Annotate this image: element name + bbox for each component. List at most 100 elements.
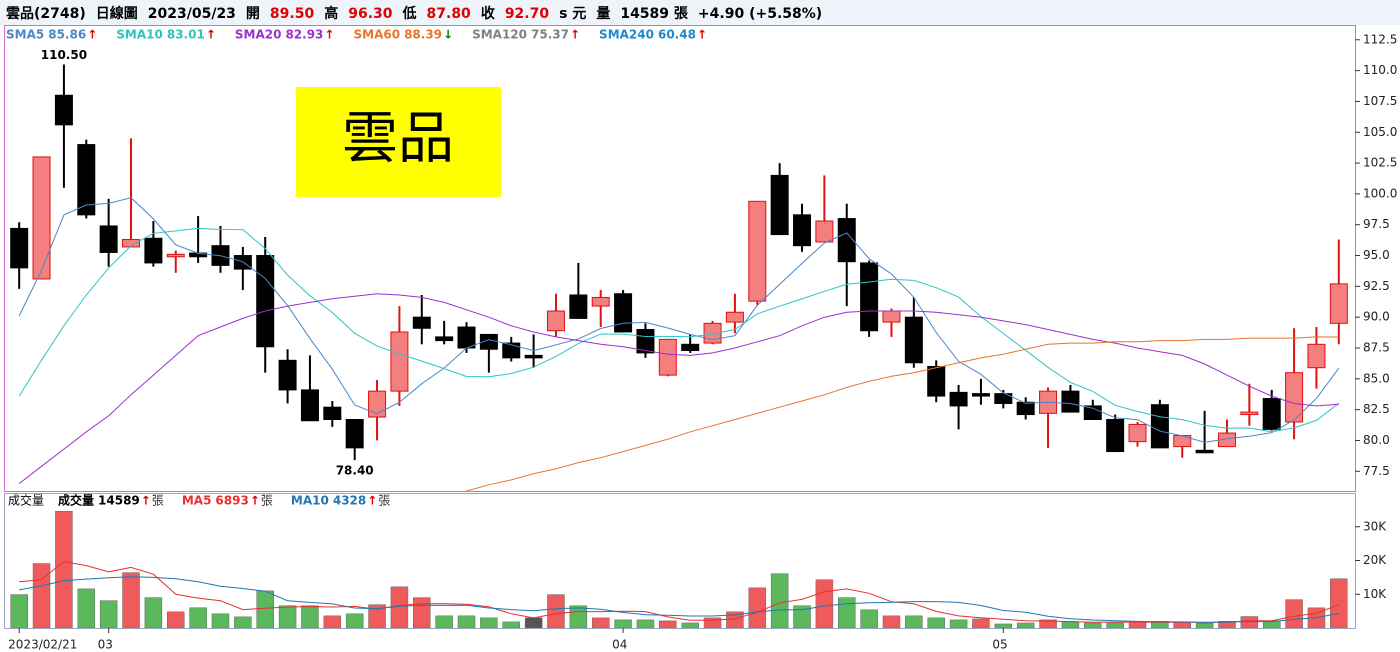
- volume-bar: [1128, 622, 1147, 628]
- candle-body: [502, 342, 521, 359]
- candle-body: [300, 389, 319, 422]
- volume-bar: [994, 623, 1013, 628]
- y-tick-label: 95.0: [1363, 248, 1390, 262]
- candle-body: [614, 293, 633, 333]
- x-tick-label: 05: [992, 638, 1007, 652]
- candle-body: [368, 390, 387, 418]
- volume-bar: [1330, 578, 1348, 628]
- candle-body: [10, 227, 29, 269]
- candle-body: [860, 262, 879, 332]
- volume-bar: [524, 617, 543, 628]
- candle-body: [569, 294, 588, 319]
- volume-bar: [502, 621, 520, 628]
- legend-arrow: ↑: [570, 28, 580, 42]
- volume-y-tick-label: 20K: [1363, 553, 1387, 567]
- header-item: s 元: [559, 6, 586, 22]
- volume-bar: [413, 597, 431, 628]
- header-item: 雲品(2748): [6, 5, 86, 22]
- candle-body: [32, 156, 51, 280]
- candle-body: [658, 338, 677, 376]
- volume-bar: [55, 510, 73, 628]
- candle-body: [122, 239, 141, 248]
- candle-body: [636, 329, 655, 354]
- candle-body: [390, 331, 409, 392]
- volume-bar: [390, 586, 409, 628]
- candle-body: [1195, 449, 1214, 454]
- high-label: 110.50: [41, 48, 87, 62]
- candle-body: [681, 343, 700, 351]
- candle-body: [1329, 283, 1348, 324]
- volume-bar: [189, 607, 207, 628]
- legend-value: 14589: [98, 494, 140, 508]
- volume-bar: [167, 611, 185, 628]
- header-item: 96.30: [348, 6, 393, 22]
- x-tick-label: 04: [612, 638, 627, 652]
- volume-bar: [234, 616, 252, 628]
- candle-body: [524, 354, 543, 359]
- volume-bar: [77, 588, 96, 628]
- legend-name: MA5: [182, 494, 212, 508]
- legend-value: 60.48: [658, 28, 696, 42]
- volume-y-tick-label: 10K: [1363, 587, 1387, 601]
- y-tick-label: 107.5: [1363, 94, 1397, 108]
- legend-value: 83.01: [167, 28, 205, 42]
- volume-bar: [1218, 621, 1236, 628]
- header-item: 收: [481, 5, 496, 22]
- volume-bar: [122, 572, 140, 628]
- legend-value: 6893: [215, 494, 248, 508]
- volume-bar: [770, 573, 789, 628]
- legend-arrow: ↑: [87, 28, 97, 42]
- legend-unit: 張: [378, 494, 390, 508]
- volume-bar: [681, 622, 699, 628]
- volume-bar: [972, 618, 990, 628]
- candle-body: [725, 311, 744, 323]
- x-tick-label: 03: [98, 638, 113, 652]
- candle-body: [748, 200, 767, 302]
- y-tick-label: 82.5: [1363, 402, 1390, 416]
- candle-body: [1083, 405, 1102, 420]
- volume-bar: [1084, 622, 1102, 628]
- candle-body: [770, 174, 789, 236]
- candle-body: [54, 94, 73, 126]
- volume-bar: [435, 615, 453, 628]
- volume-bar: [748, 587, 767, 628]
- candle-body: [882, 310, 901, 323]
- legend-value: 88.39: [404, 28, 442, 42]
- candle-body: [256, 255, 275, 348]
- candle-body: [927, 365, 946, 397]
- volume-bar: [726, 611, 744, 628]
- volume-bar: [838, 597, 856, 628]
- y-tick-label: 85.0: [1363, 371, 1390, 385]
- candle-body: [904, 316, 923, 364]
- y-tick-label: 112.5: [1363, 32, 1397, 46]
- legend-arrow: ↓: [443, 28, 453, 42]
- watermark-box: [296, 87, 501, 197]
- candle-body: [345, 418, 364, 449]
- volume-bar: [547, 594, 565, 628]
- legend-arrow: ↑: [697, 28, 707, 42]
- volume-bar: [659, 620, 677, 628]
- legend-name: SMA240: [599, 28, 654, 42]
- y-tick-label: 90.0: [1363, 310, 1390, 324]
- volume-bar: [927, 617, 945, 628]
- legend-arrow: ↑: [206, 28, 216, 42]
- header-item: 2023/05/23: [148, 6, 236, 22]
- header-item: 高: [324, 5, 338, 22]
- y-tick-label: 87.5: [1363, 340, 1390, 354]
- volume-bar: [793, 605, 811, 628]
- candle-body: [1061, 390, 1080, 413]
- candle-body: [166, 253, 185, 258]
- volume-bar: [144, 597, 163, 628]
- candle-body: [815, 220, 834, 243]
- volume-bar: [301, 605, 319, 628]
- legend-value: 75.37: [531, 28, 569, 42]
- header-item: 89.50: [270, 6, 315, 22]
- candle-body: [457, 326, 476, 349]
- volume-y-tick-label: 30K: [1363, 519, 1387, 533]
- volume-bar: [905, 615, 923, 628]
- volume-bar: [99, 600, 118, 628]
- y-tick-label: 80.0: [1363, 433, 1390, 447]
- volume-bar: [1061, 621, 1080, 628]
- y-tick-label: 92.5: [1363, 279, 1390, 293]
